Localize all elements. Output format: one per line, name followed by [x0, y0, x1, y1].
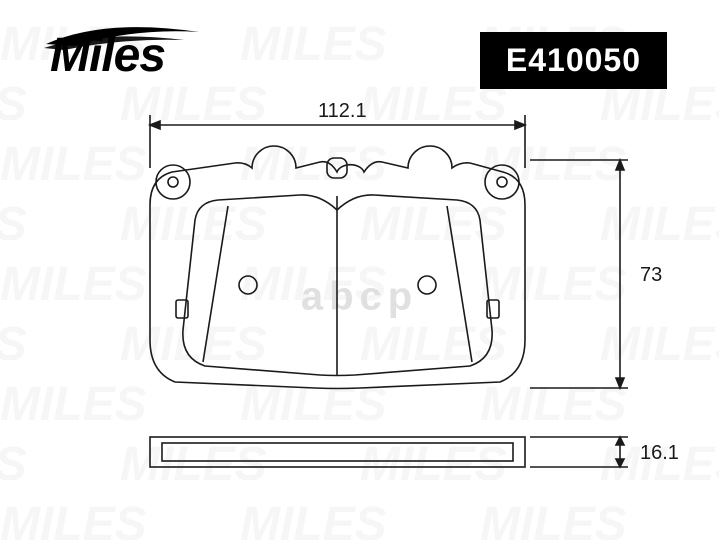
page-root: MILES MILES MILES abcp Miles E410050 112…	[0, 0, 719, 540]
brake-pad-drawing	[0, 0, 719, 540]
